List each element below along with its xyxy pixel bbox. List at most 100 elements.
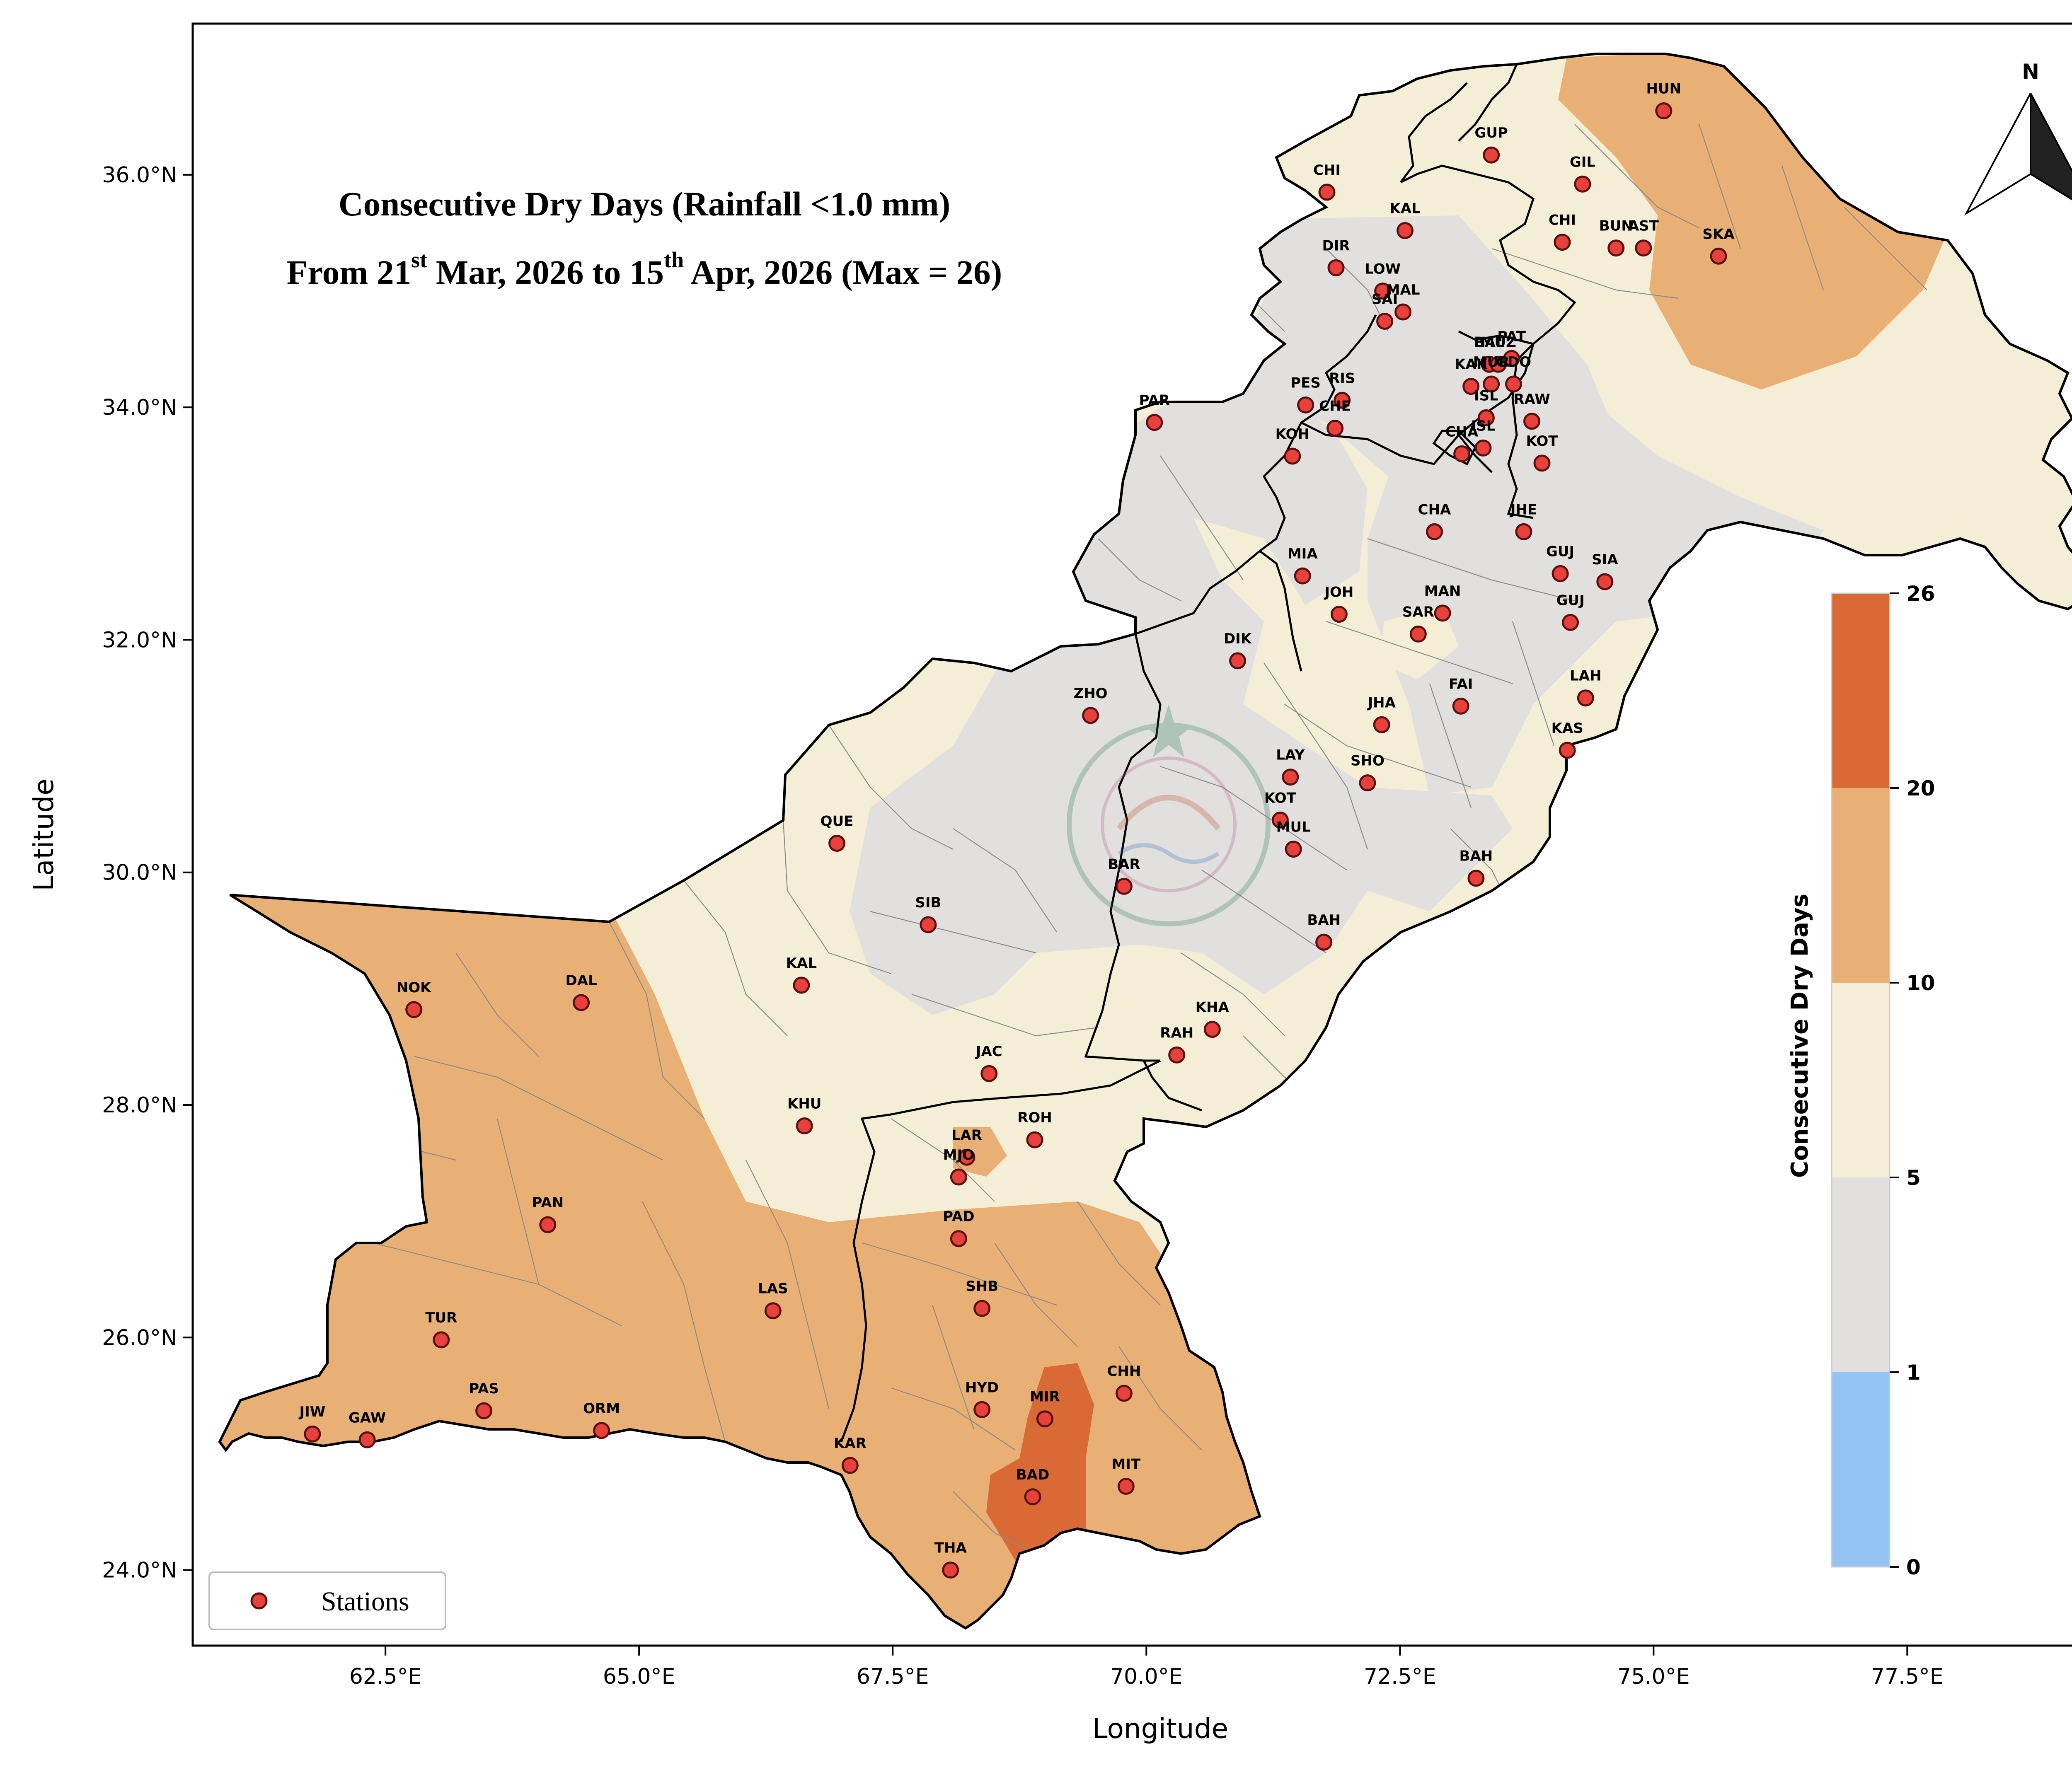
station-marker-chh	[1115, 1385, 1133, 1402]
admin-boundary	[1259, 550, 1302, 672]
station-marker-hyd	[973, 1401, 991, 1418]
station-marker-roh	[1026, 1131, 1043, 1148]
station-label-nok: NOK	[397, 979, 432, 996]
station-marker-kal	[793, 977, 810, 994]
colorbar-tick-label: 10	[1906, 971, 1935, 995]
station-marker-nok	[405, 1001, 423, 1018]
district-line	[1326, 621, 1513, 684]
district-line	[1367, 538, 1575, 602]
station-marker-tur	[433, 1331, 450, 1349]
district-line	[1118, 1346, 1202, 1450]
field-orange-north	[1558, 54, 1948, 389]
y-tick-label: 26.0°N	[102, 1325, 177, 1350]
station-label-kot: KOT	[1526, 433, 1559, 450]
station-label-bad: BAD	[1016, 1467, 1049, 1483]
district-line	[1160, 766, 1347, 870]
colorbar-bin	[1832, 1372, 1890, 1567]
district-line	[455, 952, 539, 1057]
district-line	[1574, 124, 1699, 228]
station-label-che: CHE	[1319, 398, 1351, 415]
station-label-tur: TUR	[425, 1310, 457, 1326]
station-marker-bah	[1315, 933, 1333, 951]
colorbar-bin	[1832, 788, 1890, 983]
station-marker-ast	[1635, 239, 1652, 257]
district-line	[828, 725, 954, 850]
station-marker-shb	[973, 1300, 991, 1317]
district-line	[373, 1242, 622, 1326]
x-axis-title: Longitude	[1092, 1713, 1228, 1745]
station-label-roh: ROH	[1017, 1110, 1052, 1126]
station-label-isl: ISL	[1474, 387, 1498, 404]
station-label-isl: ISL	[1471, 418, 1496, 434]
station-marker-isl	[1474, 439, 1492, 457]
district-line	[642, 1201, 726, 1442]
district-line	[1429, 683, 1472, 808]
station-marker-mjo	[950, 1168, 967, 1186]
admin-boundary	[1458, 63, 1518, 142]
district-line	[414, 1056, 663, 1160]
district-line	[1781, 165, 1824, 290]
station-label-chi: CHI	[1549, 212, 1576, 229]
colorbar-bin	[1832, 593, 1890, 788]
x-axis-ticks: 62.5°E 65.0°E 67.5°E 70.0°E 72.5°E 75.0°E 77.5…	[349, 1646, 1944, 1689]
station-marker-lay	[1282, 769, 1299, 786]
station-marker-kha	[1203, 1021, 1221, 1038]
district-line	[782, 820, 891, 974]
station-label-bal: BAL	[1474, 334, 1505, 350]
station-label-fai: FAI	[1449, 676, 1473, 692]
station-label-pes: PES	[1290, 375, 1321, 392]
district-line	[683, 880, 788, 1036]
x-tick-label: 65.0°E	[603, 1664, 675, 1689]
station-label-bun: BUN	[1599, 218, 1633, 234]
station-marker-rah	[1168, 1046, 1186, 1064]
admin-boundary	[1507, 343, 1534, 519]
station-marker-jac	[980, 1065, 998, 1082]
station-label-hun: HUN	[1646, 80, 1682, 97]
station-marker-gaw	[358, 1431, 376, 1448]
station-label-dal: DAL	[566, 972, 597, 989]
pmd-watermark	[1067, 704, 1271, 926]
station-marker-chi	[1318, 184, 1336, 201]
station-label-shb: SHB	[966, 1278, 998, 1295]
station-label-jhe: JHE	[1510, 501, 1537, 518]
station-label-sar: SAR	[1402, 604, 1434, 620]
colorbar-title: Consecutive Dry Days	[1786, 894, 1813, 1178]
station-marker-guj	[1552, 565, 1569, 582]
station-label-koh: KOH	[1276, 426, 1310, 442]
district-line	[891, 1387, 1016, 1450]
district-line	[891, 1118, 995, 1202]
station-marker-kot	[1533, 454, 1551, 472]
station-label-jiw: JIW	[298, 1404, 325, 1420]
x-tick-label: 72.5°E	[1364, 1664, 1436, 1689]
station-marker-jhe	[1515, 523, 1532, 540]
station-label-dik: DIK	[1224, 631, 1252, 647]
station-marker-jha	[1373, 716, 1390, 733]
station-label-mal: MAL	[1386, 282, 1420, 298]
station-label-mia: MIA	[1288, 546, 1318, 562]
station-marker-fai	[1452, 697, 1469, 715]
station-marker-jiw	[304, 1425, 321, 1443]
station-label-lay: LAY	[1276, 747, 1305, 764]
station-label-man: MAN	[1424, 583, 1461, 599]
station-marker-isl	[1477, 409, 1495, 426]
station-label-zho: ZHO	[1074, 685, 1108, 702]
station-label-sib: SIB	[915, 894, 941, 911]
colorbar-tick-label: 1	[1906, 1361, 1921, 1385]
station-label-mjo: MJO	[943, 1147, 974, 1163]
north-arrow: N	[1964, 60, 2072, 216]
station-label-jha: JHA	[1367, 694, 1396, 711]
station-marker-pas	[475, 1402, 493, 1419]
district-line	[1181, 952, 1285, 1036]
station-label-orm: ORM	[583, 1400, 620, 1417]
station-label-raw: RAW	[1513, 391, 1550, 408]
station-label-jac: JAC	[975, 1043, 1002, 1060]
district-line	[1284, 704, 1472, 788]
station-marker-ris	[1334, 392, 1351, 409]
station-label-sai: SAI	[1372, 291, 1398, 307]
station-label-ska: SKA	[1702, 226, 1735, 242]
station-label-ast: AST	[1628, 218, 1659, 234]
station-label-kot: KOT	[1264, 790, 1297, 806]
north-label: N	[2022, 60, 2039, 84]
